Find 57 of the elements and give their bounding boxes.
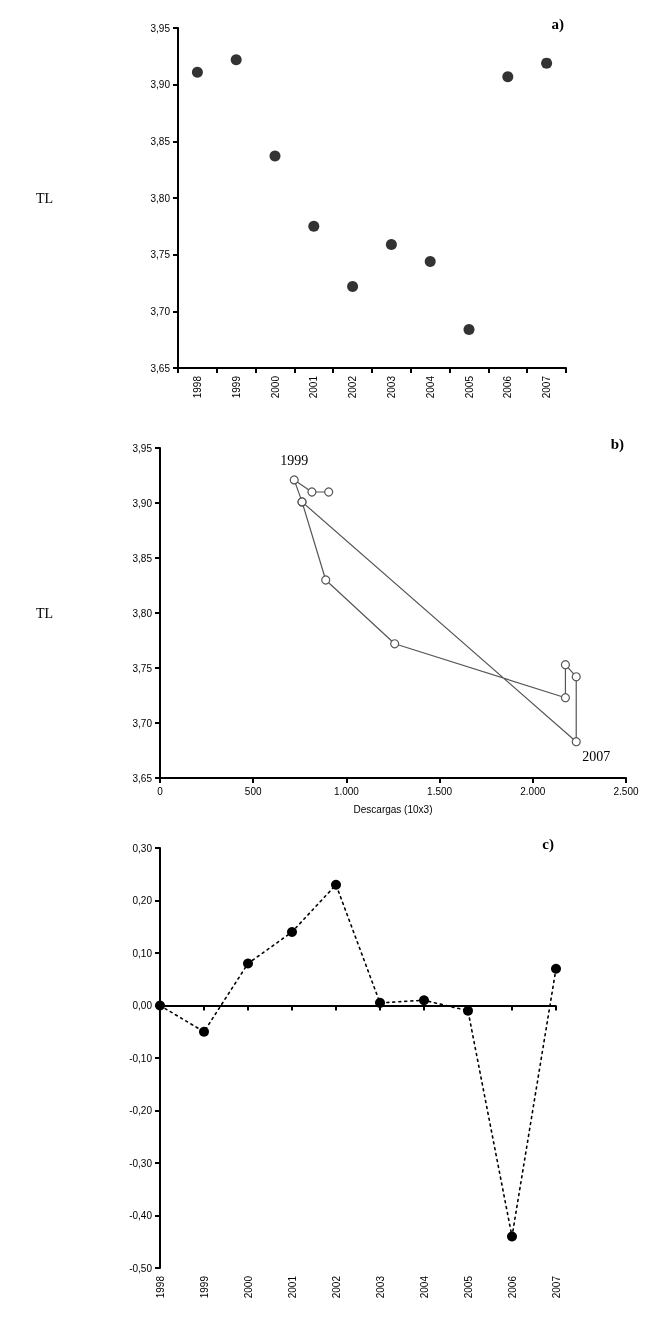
x-tick-label: 2000 <box>269 375 281 399</box>
x-tick-label: 2002 <box>330 1275 342 1299</box>
x-tick-label: 1999 <box>230 375 242 399</box>
y-tick-label: 3,65 <box>132 772 153 784</box>
y-tick-label: -0,20 <box>129 1105 153 1116</box>
x-tick-label: 2005 <box>462 1275 474 1299</box>
y-tick-label: 3,90 <box>132 497 153 509</box>
annotation: 2007 <box>582 749 611 765</box>
y-tick-label: 0,10 <box>132 947 153 959</box>
annotation: 1999 <box>280 453 309 469</box>
y-tick-label: 3,75 <box>132 662 153 674</box>
x-tick-label: 1998 <box>154 1275 166 1299</box>
y-axis-title: TL <box>35 190 53 206</box>
y-tick-label: 3,70 <box>132 717 153 729</box>
x-tick-label: 1998 <box>191 375 203 399</box>
x-tick-label: 1.000 <box>333 785 360 797</box>
y-tick-label: -0,40 <box>129 1210 153 1221</box>
y-tick-label: -0,10 <box>129 1052 153 1064</box>
y-tick-label: -0,30 <box>129 1157 153 1169</box>
x-tick-label: 2004 <box>418 1275 430 1299</box>
x-tick-label: 2007 <box>541 375 553 399</box>
y-tick-label: 0,30 <box>132 842 153 854</box>
x-tick-label: 2004 <box>424 375 436 399</box>
x-tick-label: 2000 <box>242 1275 254 1299</box>
y-tick-label: 3,65 <box>150 362 171 374</box>
x-tick-label: 1.500 <box>427 785 453 797</box>
x-tick-label: 2.500 <box>613 785 639 797</box>
x-tick-label: 2005 <box>463 375 475 399</box>
x-tick-label: 2003 <box>374 1275 386 1299</box>
annotation: c) <box>542 835 554 853</box>
x-tick-label: 2003 <box>385 375 397 399</box>
x-tick-label: 2001 <box>308 375 320 399</box>
annotation: a) <box>551 15 564 33</box>
y-tick-label: 3,95 <box>132 442 153 454</box>
y-tick-label: 0,20 <box>132 895 153 906</box>
y-tick-label: 3,90 <box>150 79 171 91</box>
x-tick-label: 2001 <box>286 1275 298 1299</box>
x-tick-label: 1999 <box>198 1275 210 1299</box>
x-tick-label: 500 <box>244 785 262 797</box>
y-tick-label: 3,75 <box>150 249 171 261</box>
x-tick-label: 2006 <box>502 375 514 399</box>
y-tick-label: 3,80 <box>132 607 153 619</box>
x-tick-label: 2002 <box>347 375 359 399</box>
x-tick-label: 2.000 <box>520 785 546 797</box>
x-axis-title: Descargas (10x3) <box>353 803 433 815</box>
x-tick-label: 2006 <box>506 1275 518 1299</box>
y-tick-label: 3,85 <box>132 552 153 564</box>
annotation: b) <box>610 435 625 453</box>
y-axis-title: TL <box>35 605 53 621</box>
y-tick-label: 3,70 <box>150 305 171 317</box>
y-tick-label: 0,00 <box>132 1000 153 1011</box>
y-tick-label: 3,80 <box>150 192 171 204</box>
y-tick-label: 3,95 <box>150 22 171 34</box>
y-tick-label: 3,85 <box>150 135 171 147</box>
y-tick-label: -0,50 <box>129 1262 153 1274</box>
x-tick-label: 0 <box>157 785 164 797</box>
x-tick-label: 2007 <box>550 1275 562 1299</box>
